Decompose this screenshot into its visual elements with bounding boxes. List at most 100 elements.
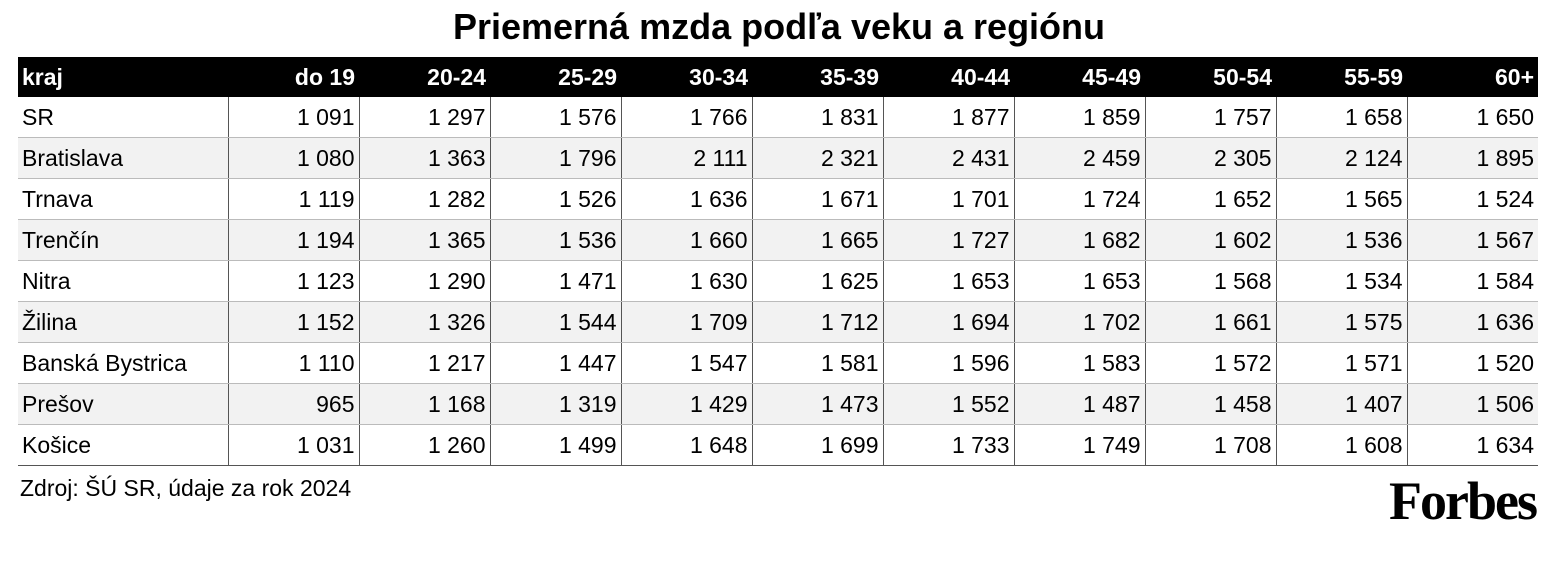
wage-cell: 1 658	[1275, 97, 1407, 138]
column-header: 60+	[1407, 57, 1538, 97]
wage-cell: 2 305	[1144, 137, 1276, 179]
wage-cell: 1 602	[1144, 219, 1276, 261]
table-row: Prešov 965 1 168 1 319 1 429 1 473 1 552 1 487 1…	[18, 383, 1538, 425]
wage-cell: 1 877	[882, 97, 1014, 138]
wage-cell: 1 473	[751, 383, 883, 425]
wage-cell: 965	[227, 383, 359, 425]
wage-cell: 1 290	[358, 260, 490, 302]
wage-cell: 1 429	[620, 383, 752, 425]
wage-cell: 1 110	[227, 342, 359, 384]
wage-cell: 1 831	[751, 97, 883, 138]
column-header: 20-24	[359, 57, 490, 97]
wage-cell: 1 520	[1406, 342, 1538, 384]
table-row: SR 1 091 1 297 1 576 1 766 1 831 1 877 1 859 1 7…	[18, 97, 1538, 138]
column-header: do 19	[228, 57, 359, 97]
wage-cell: 1 534	[1275, 260, 1407, 302]
column-header: 55-59	[1276, 57, 1407, 97]
wage-cell: 1 682	[1013, 219, 1145, 261]
wage-cell: 1 757	[1144, 97, 1276, 138]
wage-cell: 1 487	[1013, 383, 1145, 425]
wage-cell: 1 596	[882, 342, 1014, 384]
table-row: Žilina 1 152 1 326 1 544 1 709 1 712 1 694 1 70…	[18, 301, 1538, 343]
wage-cell: 1 552	[882, 383, 1014, 425]
wage-cell: 1 544	[489, 301, 621, 343]
wage-cell: 1 708	[1144, 424, 1276, 466]
wage-cell: 1 699	[751, 424, 883, 466]
table-row: Trnava 1 119 1 282 1 526 1 636 1 671 1 701 1 72…	[18, 178, 1538, 220]
wage-cell: 1 648	[620, 424, 752, 466]
wage-cell: 2 459	[1013, 137, 1145, 179]
wage-cell: 1 724	[1013, 178, 1145, 220]
region-cell: Prešov	[18, 383, 228, 425]
region-cell: Bratislava	[18, 137, 228, 179]
wage-cell: 1 571	[1275, 342, 1407, 384]
wage-cell: 1 653	[1013, 260, 1145, 302]
wage-cell: 1 365	[358, 219, 490, 261]
wage-cell: 1 536	[1275, 219, 1407, 261]
wage-cell: 1 152	[227, 301, 359, 343]
wage-cell: 2 431	[882, 137, 1014, 179]
wage-cell: 1 701	[882, 178, 1014, 220]
wage-cell: 1 119	[227, 178, 359, 220]
wage-cell: 1 636	[620, 178, 752, 220]
wage-cell: 1 652	[1144, 178, 1276, 220]
wage-cell: 1 583	[1013, 342, 1145, 384]
region-cell: Banská Bystrica	[18, 342, 228, 384]
source-note: Zdroj: ŠÚ SR, údaje za rok 2024	[20, 475, 352, 501]
wage-cell: 1 567	[1406, 219, 1538, 261]
wage-cell: 1 694	[882, 301, 1014, 343]
column-header: 50-54	[1145, 57, 1276, 97]
logo: Forbes	[1389, 471, 1538, 531]
wage-cell: 1 584	[1406, 260, 1538, 302]
wage-cell: 1 575	[1275, 301, 1407, 343]
wage-cell: 1 458	[1144, 383, 1276, 425]
wage-cell: 1 194	[227, 219, 359, 261]
wage-cell: 1 733	[882, 424, 1014, 466]
wage-cell: 1 080	[227, 137, 359, 179]
wage-cell: 1 650	[1406, 97, 1538, 138]
wage-cell: 1 168	[358, 383, 490, 425]
title: Priemerná mzda podľa veku a regiónu	[452, 6, 1106, 47]
wage-cell: 1 447	[489, 342, 621, 384]
table-row: Nitra 1 123 1 290 1 471 1 630 1 625 1 653 1 653…	[18, 260, 1538, 302]
wage-cell: 2 124	[1275, 137, 1407, 179]
wage-cell: 1 506	[1406, 383, 1538, 425]
wage-cell: 1 260	[358, 424, 490, 466]
wage-cell: 1 702	[1013, 301, 1145, 343]
region-cell: Košice	[18, 424, 228, 466]
region-cell: Trenčín	[18, 219, 228, 261]
table-row: Trenčín 1 194 1 365 1 536 1 660 1 665 1 727 1 6…	[18, 219, 1538, 261]
wage-cell: 1 581	[751, 342, 883, 384]
wage-cell: 1 671	[751, 178, 883, 220]
table-row: Bratislava 1 080 1 363 1 796 2 111 2 321 2 431…	[18, 137, 1538, 179]
wage-cell: 1 217	[358, 342, 490, 384]
wage-cell: 1 407	[1275, 383, 1407, 425]
table-body: SR 1 091 1 297 1 576 1 766 1 831 1 877 1 859 1 7…	[18, 97, 1538, 466]
column-header: kraj	[18, 57, 228, 97]
wage-cell: 1 568	[1144, 260, 1276, 302]
wage-cell: 1 749	[1013, 424, 1145, 466]
region-cell: Nitra	[18, 260, 228, 302]
region-cell: Žilina	[18, 301, 228, 343]
wage-cell: 1 031	[227, 424, 359, 466]
wage-cell: 2 321	[751, 137, 883, 179]
region-cell: SR	[18, 97, 228, 138]
wage-cell: 2 111	[620, 137, 752, 179]
wage-cell: 1 576	[489, 97, 621, 138]
wage-cell: 1 608	[1275, 424, 1407, 466]
wage-cell: 1 499	[489, 424, 621, 466]
table-row: Banská Bystrica 1 110 1 217 1 447 1 547 1 581…	[18, 342, 1538, 384]
region-cell: Trnava	[18, 178, 228, 220]
wage-cell: 1 653	[882, 260, 1014, 302]
wage-cell: 1 536	[489, 219, 621, 261]
wage-table: kraj do 19 20-24 25-29 30-34 35-39 40-44 45-49 5…	[18, 57, 1538, 466]
column-header: 25-29	[490, 57, 621, 97]
wage-cell: 1 712	[751, 301, 883, 343]
wage-cell: 1 661	[1144, 301, 1276, 343]
wage-cell: 1 326	[358, 301, 490, 343]
wage-cell: 1 766	[620, 97, 752, 138]
wage-cell: 1 636	[1406, 301, 1538, 343]
column-header: 35-39	[752, 57, 883, 97]
column-header: 45-49	[1014, 57, 1145, 97]
